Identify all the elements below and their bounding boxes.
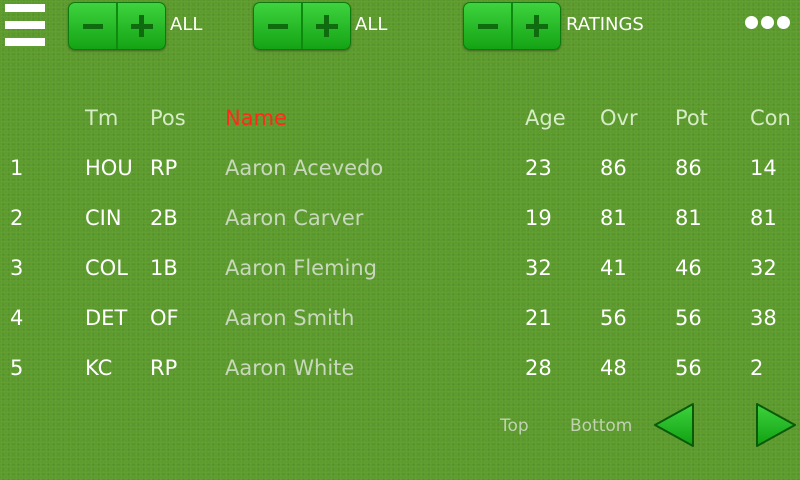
row-name: Aaron White xyxy=(225,356,355,380)
row-con: 38 xyxy=(750,306,777,330)
row-pos: RP xyxy=(150,356,178,380)
more-icon[interactable] xyxy=(745,16,790,29)
row-age: 21 xyxy=(525,306,552,330)
row-ovr: 86 xyxy=(600,156,627,180)
row-pot: 46 xyxy=(675,256,702,280)
row-pot: 81 xyxy=(675,206,702,230)
filter2-label: ALL xyxy=(355,14,388,35)
arrow-right-icon[interactable] xyxy=(754,402,798,448)
row-age: 28 xyxy=(525,356,552,380)
row-pot: 56 xyxy=(675,306,702,330)
header-ovr[interactable]: Ovr xyxy=(600,106,638,130)
plus-icon xyxy=(525,15,548,37)
table-row[interactable]: 5 KC RP Aaron White 28 48 56 2 xyxy=(0,356,800,396)
filter3-label: RATINGS xyxy=(566,14,644,35)
top-link[interactable]: Top xyxy=(500,416,529,436)
row-name: Aaron Fleming xyxy=(225,256,378,280)
header-con[interactable]: Con xyxy=(750,106,791,130)
row-con: 14 xyxy=(750,156,777,180)
plus-icon xyxy=(315,15,338,37)
row-pot: 56 xyxy=(675,356,702,380)
plus-icon xyxy=(130,15,153,37)
row-team: CIN xyxy=(85,206,122,230)
row-pos: RP xyxy=(150,156,178,180)
row-rank: 5 xyxy=(10,356,24,380)
filter1-label: ALL xyxy=(170,14,203,35)
row-pot: 86 xyxy=(675,156,702,180)
row-rank: 2 xyxy=(10,206,24,230)
table-row[interactable]: 3 COL 1B Aaron Fleming 32 41 46 32 xyxy=(0,256,800,296)
row-con: 32 xyxy=(750,256,777,280)
table-row[interactable]: 2 CIN 2B Aaron Carver 19 81 81 81 xyxy=(0,206,800,246)
row-pos: 1B xyxy=(150,256,178,280)
row-name: Aaron Smith xyxy=(225,306,355,330)
row-name: Aaron Carver xyxy=(225,206,364,230)
row-team: KC xyxy=(85,356,113,380)
filter3-stepper xyxy=(463,2,561,50)
table-row[interactable]: 1 HOU RP Aaron Acevedo 23 86 86 14 xyxy=(0,156,800,196)
bottom-link[interactable]: Bottom xyxy=(570,416,633,436)
row-age: 23 xyxy=(525,156,552,180)
row-ovr: 56 xyxy=(600,306,627,330)
menu-icon[interactable] xyxy=(5,4,45,46)
row-name: Aaron Acevedo xyxy=(225,156,384,180)
row-pos: 2B xyxy=(150,206,178,230)
row-rank: 1 xyxy=(10,156,24,180)
table-row[interactable]: 4 DET OF Aaron Smith 21 56 56 38 xyxy=(0,306,800,346)
header-age[interactable]: Age xyxy=(525,106,566,130)
filter2-plus-button[interactable] xyxy=(303,3,350,49)
row-con: 2 xyxy=(750,356,764,380)
filter2-stepper xyxy=(253,2,351,50)
filter3-minus-button[interactable] xyxy=(464,3,513,49)
row-rank: 3 xyxy=(10,256,24,280)
row-ovr: 41 xyxy=(600,256,627,280)
row-pos: OF xyxy=(150,306,179,330)
minus-icon xyxy=(82,23,103,29)
filter1-plus-button[interactable] xyxy=(118,3,165,49)
row-team: HOU xyxy=(85,156,133,180)
arrow-left-icon[interactable] xyxy=(652,402,696,448)
header-name[interactable]: Name xyxy=(225,106,287,130)
row-team: DET xyxy=(85,306,128,330)
filter1-minus-button[interactable] xyxy=(69,3,118,49)
filter2-minus-button[interactable] xyxy=(254,3,303,49)
row-ovr: 48 xyxy=(600,356,627,380)
row-team: COL xyxy=(85,256,128,280)
row-ovr: 81 xyxy=(600,206,627,230)
filter3-plus-button[interactable] xyxy=(513,3,560,49)
header-pos[interactable]: Pos xyxy=(150,106,186,130)
minus-icon xyxy=(267,23,288,29)
row-rank: 4 xyxy=(10,306,24,330)
row-age: 32 xyxy=(525,256,552,280)
header-pot[interactable]: Pot xyxy=(675,106,708,130)
row-age: 19 xyxy=(525,206,552,230)
minus-icon xyxy=(477,23,498,29)
filter1-stepper xyxy=(68,2,166,50)
header-team[interactable]: Tm xyxy=(85,106,119,130)
row-con: 81 xyxy=(750,206,777,230)
